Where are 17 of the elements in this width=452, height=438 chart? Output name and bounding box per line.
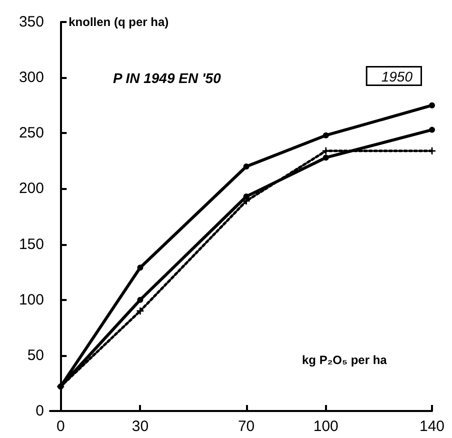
x-tick-label: 140	[419, 418, 445, 435]
x-axis-title: kg P₂O₅ per ha	[302, 353, 388, 367]
y-tick-label: 300	[18, 69, 44, 86]
x-tick-label: 30	[132, 418, 149, 435]
annotation: 1950	[381, 68, 413, 84]
y-tick-label: 50	[27, 346, 44, 364]
y-tick-label: 250	[18, 124, 44, 142]
y-axis-title: knollen (q per ha)	[68, 15, 169, 29]
y-tick-label: 350	[18, 14, 44, 30]
y-tick-label: 0	[36, 402, 44, 420]
x-tick-label: 100	[313, 418, 338, 435]
y-tick-label: 200	[18, 180, 44, 198]
text: P IN 1949 EN '50	[113, 70, 222, 86]
y-tick-label: 150	[18, 236, 44, 253]
x-tick-label: 0	[56, 418, 65, 435]
y-tick-label: 100	[18, 291, 44, 308]
x-tick-label: 70	[238, 418, 255, 435]
